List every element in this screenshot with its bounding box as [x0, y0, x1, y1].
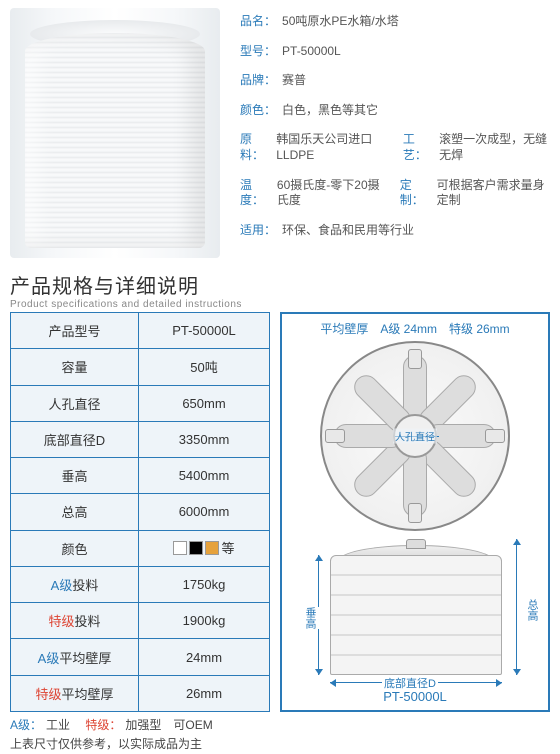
thickness-title: 平均壁厚 A级 24mm 特级 26mm: [290, 320, 540, 337]
spec-label: A级平均壁厚: [11, 639, 139, 675]
table-row: 特级平均壁厚26mm: [11, 675, 270, 711]
table-row: A级平均壁厚24mm: [11, 639, 270, 675]
footnote-s-label: 特级：: [85, 718, 121, 732]
diameter-label: 底部直径D: [382, 675, 438, 691]
color-swatch: [205, 541, 219, 555]
spec-value: 50吨: [139, 349, 270, 385]
table-row: 产品型号PT-50000L: [11, 313, 270, 349]
footnote-disclaimer: 上表尺寸仅供参考，以实际成品为主: [10, 735, 550, 754]
color-swatch: [173, 541, 187, 555]
spec-label: 垂高: [11, 458, 139, 494]
process-label: 工艺：: [403, 132, 433, 163]
spec-label: 总高: [11, 494, 139, 530]
brand-label: 品牌：: [240, 73, 276, 89]
table-row: 人孔直径650mm: [11, 385, 270, 421]
spec-label: 颜色: [11, 530, 139, 566]
color-swatch: [189, 541, 203, 555]
use-label: 适用：: [240, 223, 276, 239]
table-row: 总高6000mm: [11, 494, 270, 530]
color-label: 颜色：: [240, 103, 276, 119]
color-value: 白色，黑色等其它: [282, 103, 378, 119]
spec-value: 1750kg: [139, 566, 270, 602]
spec-value: 3350mm: [139, 421, 270, 457]
spec-value: 1900kg: [139, 603, 270, 639]
table-row: A级投料1750kg: [11, 566, 270, 602]
spec-label: 产品型号: [11, 313, 139, 349]
spec-title: 产品规格与详细说明: [10, 270, 560, 299]
spec-value: PT-50000L: [139, 313, 270, 349]
spec-label: 底部直径D: [11, 421, 139, 457]
spec-value: 5400mm: [139, 458, 270, 494]
footnotes: A级： 工业 特级： 加强型 可OEM 上表尺寸仅供参考，以实际成品为主: [0, 712, 560, 754]
custom-label: 定制：: [400, 178, 431, 209]
product-photo: [10, 8, 220, 258]
spec-label: A级投料: [11, 566, 139, 602]
process-value: 滚塑一次成型，无缝无焊: [439, 132, 550, 163]
spec-value: 650mm: [139, 385, 270, 421]
side-view-drawing: 垂高 总高 底部直径D: [290, 537, 540, 687]
spec-label: 特级投料: [11, 603, 139, 639]
hole-diameter-label: 人孔直径: [393, 429, 437, 444]
v-height-label: 垂高: [300, 607, 320, 629]
name-label: 品名：: [240, 14, 276, 30]
diagram-model: PT-50000L: [290, 689, 540, 704]
technical-diagram: 平均壁厚 A级 24mm 特级 26mm 人孔直径: [280, 312, 550, 712]
model-value: PT-50000L: [282, 44, 341, 60]
material-label: 原料：: [240, 132, 270, 163]
spec-label: 人孔直径: [11, 385, 139, 421]
total-height-label: 总高: [522, 599, 542, 621]
custom-value: 可根据客户需求量身定制: [437, 178, 550, 209]
temp-value: 60摄氏度-零下20摄氏度: [277, 178, 386, 209]
spec-header: 产品规格与详细说明 Product specifications and det…: [10, 270, 560, 310]
table-row: 颜色 等: [11, 530, 270, 566]
name-value: 50吨原水PE水箱/水塔: [282, 14, 399, 30]
model-label: 型号：: [240, 44, 276, 60]
product-info: 品名： 50吨原水PE水箱/水塔 型号： PT-50000L 品牌： 赛普 颜色： 白色…: [240, 8, 550, 258]
footnote-s-value: 加强型 可OEM: [125, 718, 212, 732]
table-row: 容量50吨: [11, 349, 270, 385]
spec-subtitle: Product specifications and detailed inst…: [10, 299, 560, 310]
spec-value: 26mm: [139, 675, 270, 711]
footnote-a-value: 工业: [46, 718, 70, 732]
temp-label: 温度：: [240, 178, 271, 209]
table-row: 底部直径D3350mm: [11, 421, 270, 457]
spec-table: 产品型号PT-50000L容量50吨人孔直径650mm底部直径D3350mm垂高…: [10, 312, 270, 712]
spec-label: 容量: [11, 349, 139, 385]
footnote-a-label: A级：: [10, 718, 42, 732]
spec-label: 特级平均壁厚: [11, 675, 139, 711]
spec-value: 6000mm: [139, 494, 270, 530]
material-value: 韩国乐天公司进口LLDPE: [276, 132, 389, 163]
top-view-drawing: 人孔直径: [320, 341, 510, 531]
table-row: 特级投料1900kg: [11, 603, 270, 639]
use-value: 环保、食品和民用等行业: [282, 223, 414, 239]
brand-value: 赛普: [282, 73, 306, 89]
spec-value: 24mm: [139, 639, 270, 675]
table-row: 垂高5400mm: [11, 458, 270, 494]
spec-value: 等: [139, 530, 270, 566]
